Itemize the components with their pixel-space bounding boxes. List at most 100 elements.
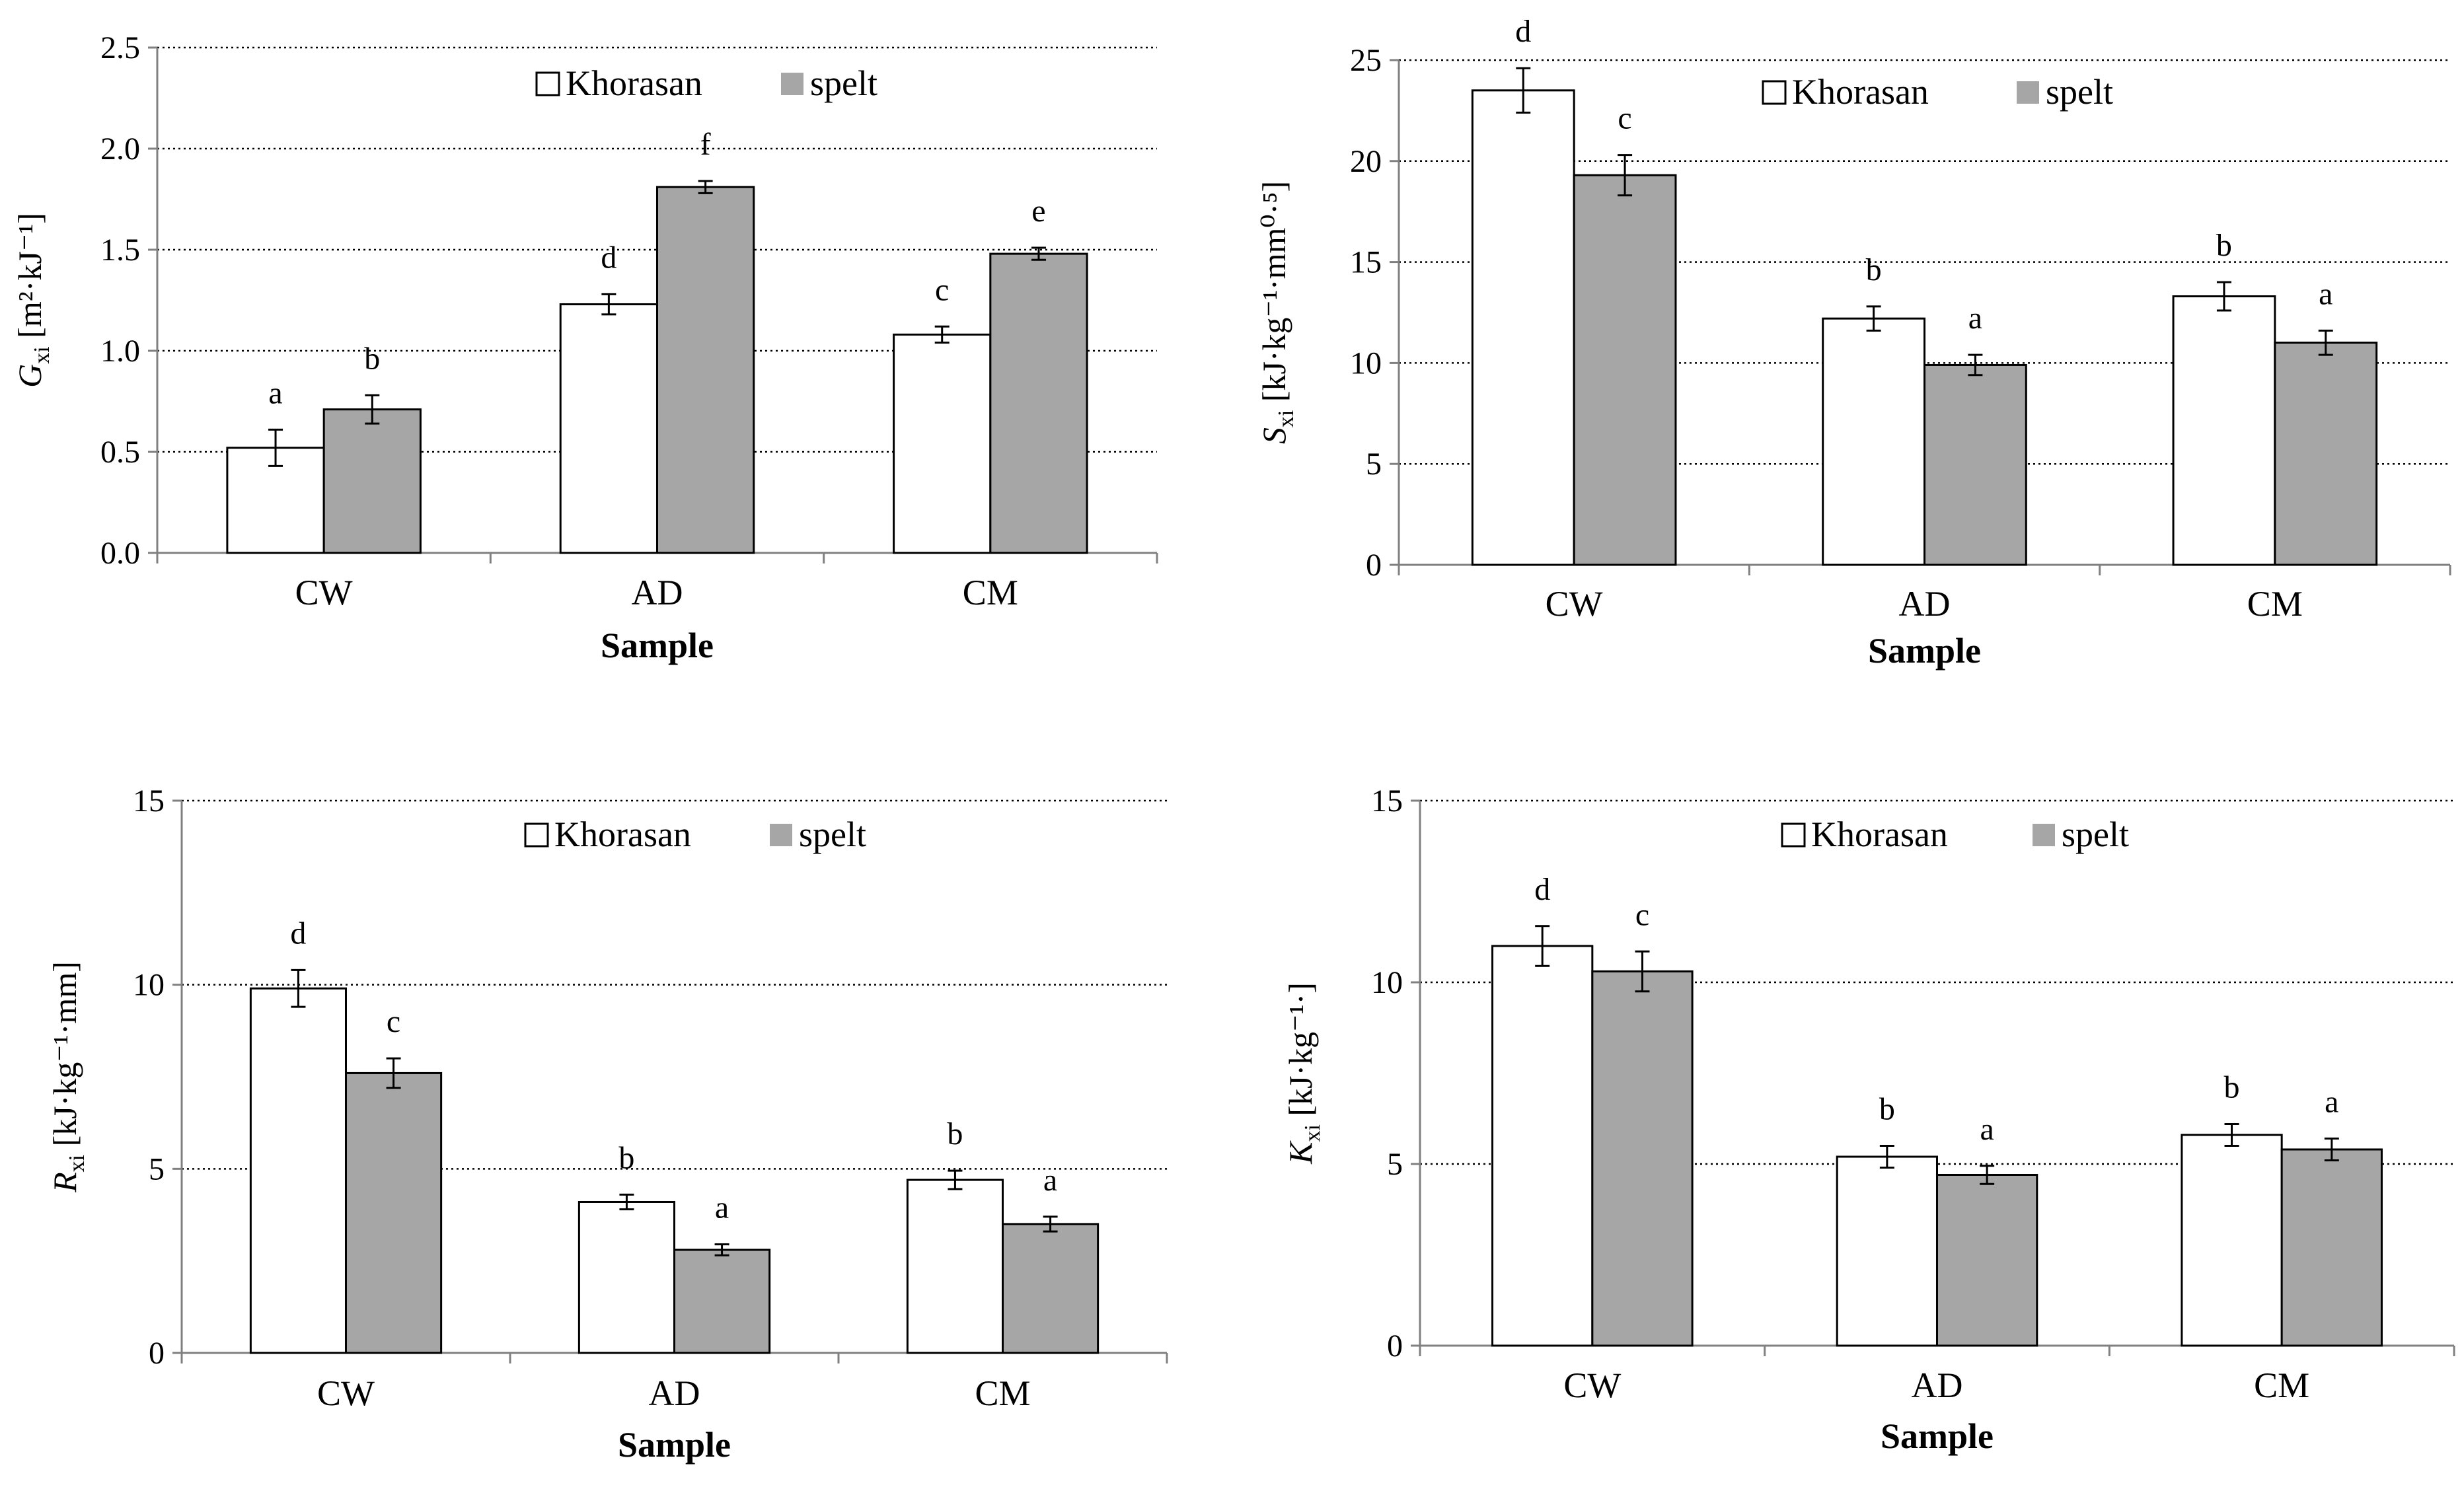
x-tick-label: CW bbox=[295, 573, 353, 612]
y-tick-label: 1.0 bbox=[100, 334, 140, 369]
x-axis-label: Sample bbox=[618, 1425, 731, 1465]
legend-label-spelt: spelt bbox=[810, 63, 877, 103]
y-tick-label: 2.5 bbox=[100, 30, 140, 65]
legend-swatch-khorasan bbox=[524, 822, 549, 848]
significance-letter: b bbox=[618, 1140, 634, 1175]
y-tick-label: 10 bbox=[1350, 345, 1382, 381]
significance-letter: e bbox=[1031, 194, 1045, 229]
chart-panel-bottom-right: 0 5 10 15 d c CW b a AD b a CM Sample Kxi [kJ·kg⁻¹·] Kh… bbox=[1282, 783, 2455, 1456]
y-axis-label: Gxi [m²·kJ⁻¹] bbox=[11, 213, 54, 388]
y-axis-label: Rxi [kJ·kg⁻¹·mm] bbox=[46, 961, 89, 1193]
bar-khorasan-ad bbox=[578, 1200, 675, 1354]
bar-khorasan-cw bbox=[249, 987, 347, 1354]
legend-swatch-spelt bbox=[2033, 824, 2055, 846]
y-tick-label: 10 bbox=[1371, 965, 1403, 1000]
bar-spelt-ad bbox=[1936, 1174, 2038, 1347]
significance-letter: b bbox=[364, 341, 380, 376]
bar-khorasan-ad bbox=[1836, 1155, 1938, 1347]
significance-letter: a bbox=[2319, 277, 2333, 312]
legend-label-khorasan: Khorasan bbox=[1811, 815, 1948, 854]
significance-letter: a bbox=[1043, 1163, 1057, 1198]
legend-swatch-spelt bbox=[770, 824, 792, 846]
x-tick-label: AD bbox=[1912, 1365, 1963, 1405]
significance-letter: b bbox=[2216, 228, 2232, 263]
legend-label-khorasan: Khorasan bbox=[1792, 72, 1929, 112]
bar-khorasan-cw bbox=[1471, 89, 1575, 566]
x-tick-label: AD bbox=[1899, 584, 1951, 624]
legend-label-spelt: spelt bbox=[2062, 815, 2129, 854]
x-tick-label: CM bbox=[2254, 1365, 2309, 1405]
y-tick-label: 2.0 bbox=[100, 131, 140, 166]
bar-spelt-cm bbox=[1002, 1223, 1100, 1354]
y-tick-label: 5 bbox=[1366, 447, 1382, 482]
bar-spelt-cm bbox=[2280, 1148, 2383, 1347]
bar-spelt-cw bbox=[345, 1071, 443, 1354]
bar-khorasan-cw bbox=[1491, 945, 1594, 1347]
legend-label-spelt: spelt bbox=[2046, 72, 2113, 112]
y-tick-label: 15 bbox=[1371, 783, 1403, 818]
y-axis-label: Kxi [kJ·kg⁻¹·] bbox=[1282, 982, 1325, 1165]
bar-spelt-cm bbox=[989, 252, 1088, 554]
bar-spelt-cm bbox=[2274, 342, 2378, 566]
legend: Khorasan spelt bbox=[524, 815, 866, 854]
chart-panel-top-left: 0.0 0.5 1.0 1.5 2.0 2.5 a b CW d f AD c e CM Sample Gxi … bbox=[11, 30, 1158, 665]
x-tick-label: AD bbox=[649, 1373, 700, 1413]
significance-letter: a bbox=[715, 1190, 729, 1225]
y-tick-label: 0.5 bbox=[100, 435, 140, 470]
y-tick-label: 0 bbox=[1366, 548, 1382, 583]
y-tick-label: 15 bbox=[1350, 245, 1382, 280]
y-tick-label: 0 bbox=[1387, 1328, 1403, 1363]
significance-letter: a bbox=[1980, 1112, 1994, 1147]
bar-khorasan-cm bbox=[2181, 1134, 2283, 1347]
bar-khorasan-ad bbox=[1822, 317, 1926, 566]
bar-spelt-ad bbox=[656, 186, 755, 554]
significance-letter: a bbox=[2325, 1085, 2338, 1120]
legend: Khorasan spelt bbox=[1781, 815, 2129, 854]
x-tick-label: CM bbox=[963, 573, 1018, 612]
significance-letter: b bbox=[1879, 1092, 1895, 1127]
significance-letter: c bbox=[935, 272, 949, 307]
legend-swatch-spelt bbox=[781, 73, 803, 95]
x-tick-label: CW bbox=[317, 1373, 375, 1413]
significance-letter: a bbox=[1968, 301, 1982, 336]
significance-letter: d bbox=[601, 240, 616, 275]
y-tick-label: 15 bbox=[133, 783, 165, 818]
significance-letter: d bbox=[1515, 14, 1531, 49]
y-tick-label: 25 bbox=[1350, 43, 1382, 78]
y-tick-label: 0.0 bbox=[100, 536, 140, 571]
significance-letter: d bbox=[290, 916, 306, 951]
y-tick-label: 20 bbox=[1350, 144, 1382, 179]
x-tick-label: CW bbox=[1546, 584, 1603, 624]
chart-panel-top-right: 0 5 10 15 20 25 d c CW b a AD b a CM Sample Sxi [kJ·kg⁻¹… bbox=[1255, 14, 2451, 671]
significance-letter: a bbox=[268, 375, 282, 410]
legend-label-khorasan: Khorasan bbox=[554, 815, 691, 854]
legend: Khorasan spelt bbox=[1762, 72, 2113, 112]
legend-swatch-spelt bbox=[2017, 81, 2039, 104]
y-tick-label: 5 bbox=[149, 1151, 165, 1186]
significance-letter: d bbox=[1534, 872, 1550, 907]
significance-letter: c bbox=[387, 1004, 400, 1039]
y-tick-label: 5 bbox=[1387, 1147, 1403, 1182]
legend-swatch-khorasan bbox=[1762, 80, 1787, 105]
bar-khorasan-cm bbox=[2172, 295, 2276, 566]
legend-swatch-khorasan bbox=[1781, 822, 1806, 848]
bar-khorasan-ad bbox=[559, 303, 659, 554]
x-tick-label: CM bbox=[2247, 584, 2303, 624]
x-tick-label: CM bbox=[975, 1373, 1030, 1413]
x-axis-label: Sample bbox=[1868, 631, 1981, 671]
legend-swatch-khorasan bbox=[535, 71, 560, 96]
x-tick-label: CW bbox=[1563, 1365, 1621, 1405]
legend-label-khorasan: Khorasan bbox=[566, 63, 702, 103]
legend-label-spelt: spelt bbox=[799, 815, 866, 854]
y-tick-label: 10 bbox=[133, 968, 165, 1003]
bar-spelt-cw bbox=[322, 408, 422, 554]
bar-khorasan-cm bbox=[893, 334, 992, 554]
significance-letter: c bbox=[1618, 101, 1631, 136]
significance-letter: b bbox=[1866, 252, 1882, 287]
x-tick-label: AD bbox=[632, 573, 683, 612]
bar-khorasan-cm bbox=[906, 1179, 1004, 1354]
y-axis-label: Sxi [kJ·kg⁻¹·mm⁰·⁵] bbox=[1255, 181, 1298, 444]
bar-spelt-cw bbox=[1573, 174, 1677, 566]
